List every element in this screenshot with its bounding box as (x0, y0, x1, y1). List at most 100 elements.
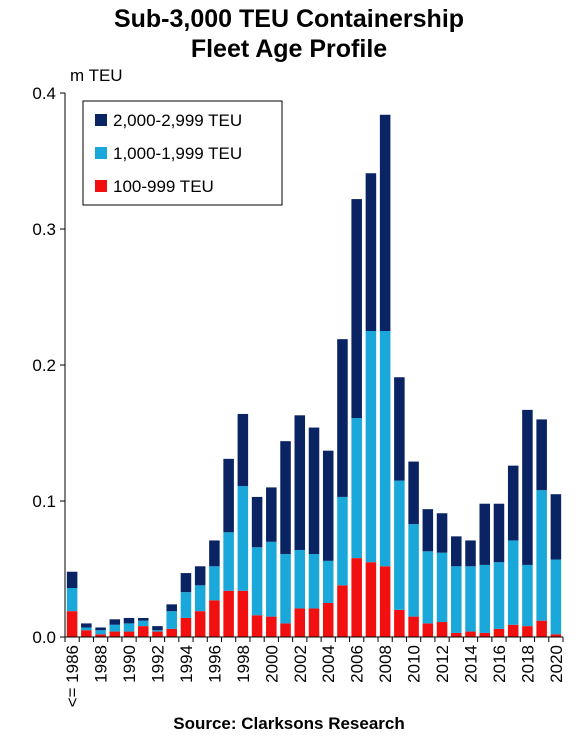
bar-segment (81, 630, 92, 637)
bar-segment (322, 603, 334, 637)
bar-segment (408, 461, 419, 525)
legend-swatch (95, 180, 107, 192)
bar-segment (137, 620, 149, 627)
bar-segment (294, 608, 306, 637)
bar-segment (536, 490, 547, 621)
bar-segment (280, 441, 291, 555)
legend: 2,000-2,999 TEU 1,000-1,999 TEU 100-999 TE… (82, 100, 283, 206)
bar-segment (379, 566, 391, 637)
bar-segment (266, 487, 277, 542)
bar-segment (194, 585, 206, 612)
bar-segment (550, 559, 562, 635)
y-tick-label: 0.1 (32, 492, 56, 511)
bar-segment (522, 409, 533, 565)
bar-segment (522, 564, 533, 627)
bar-segment (109, 619, 121, 625)
bar-segment (81, 623, 92, 628)
bar-segment (180, 592, 192, 618)
bar-segment (365, 331, 377, 563)
y-tick-label: 0.0 (32, 628, 56, 647)
bar-segment (66, 611, 78, 637)
bar-segment (137, 626, 149, 637)
y-tick-label: 0.4 (32, 84, 56, 103)
bar-segment (337, 585, 348, 637)
bar-segment (123, 631, 135, 637)
chart-title: Sub-3,000 TEU Containership Fleet Age Pr… (0, 4, 578, 64)
bar-segment (95, 634, 106, 637)
bar-segment (379, 331, 391, 567)
bar-segment (209, 600, 220, 637)
x-tick-label: 2016 (490, 645, 509, 683)
bar-segment (109, 624, 121, 632)
bar-segment (351, 199, 362, 419)
bar-segment (123, 617, 135, 624)
bar-segment (152, 630, 163, 632)
bar-segment (550, 634, 562, 637)
bar-segment (152, 626, 163, 631)
bar-segment (422, 509, 434, 552)
x-tick-label: 1988 (92, 645, 111, 683)
x-tick-label: 2020 (547, 645, 566, 683)
bar-segment (322, 450, 334, 561)
bar-segment (337, 496, 348, 586)
bar-segment (166, 628, 177, 637)
bar-segment (493, 503, 505, 563)
bar-segment (194, 611, 206, 637)
bar-segment (451, 536, 462, 567)
bar-segment (493, 628, 505, 637)
bar-segment (237, 413, 249, 487)
bar-segment (180, 573, 192, 593)
bar-segment (166, 611, 177, 629)
bar-segment (408, 524, 419, 617)
bar-segment (280, 554, 291, 624)
bar-segment (308, 554, 320, 609)
x-tick-label: 2014 (462, 645, 481, 683)
bar-segment (436, 622, 448, 637)
bar-segment (379, 114, 391, 331)
bar-segment (251, 547, 263, 616)
bar-segment (266, 541, 277, 617)
bar-segment (223, 532, 234, 591)
chart-title-line1: Sub-3,000 TEU Containership (113, 5, 465, 33)
bar-segment (479, 503, 491, 565)
bar-segment (394, 609, 405, 637)
x-tick-label: 2000 (262, 645, 281, 683)
bar-segment (66, 588, 78, 612)
bar-segment (237, 590, 249, 637)
source-note: Source: Clarksons Research (173, 714, 405, 733)
bar-segment (152, 631, 163, 637)
bar-segment (351, 418, 362, 559)
bar-segment (451, 566, 462, 633)
bar-segment (507, 540, 519, 625)
legend-label: 2,000-2,999 TEU (113, 111, 242, 130)
bar-segment (223, 590, 234, 637)
x-tick-label: 1994 (177, 645, 196, 683)
bar-segment (422, 551, 434, 624)
bar-segment (507, 465, 519, 541)
bar-segment (308, 608, 320, 637)
x-tick-label: 1998 (234, 645, 253, 683)
bar-segment (137, 617, 149, 621)
x-tick-label: 2012 (433, 645, 452, 683)
bar-segment (479, 632, 491, 637)
bar-segment (223, 458, 234, 533)
bar-segment (536, 419, 547, 491)
x-tick-label: <= 1986 (63, 645, 82, 707)
bar-segment (251, 496, 263, 548)
bar-segment (209, 540, 220, 567)
bar-segment (194, 566, 206, 586)
bar-segment (394, 480, 405, 610)
bar-segment (180, 617, 192, 637)
bar-segment (536, 620, 547, 637)
bar-segment (322, 560, 334, 603)
bar-segment (109, 631, 121, 637)
bar-segment (422, 623, 434, 637)
legend-label: 100-999 TEU (113, 177, 214, 196)
bar-segment (294, 415, 306, 550)
bar-segment (451, 632, 462, 637)
y-tick-label: 0.3 (32, 220, 56, 239)
bar-segment (465, 631, 476, 637)
x-tick-label: 1996 (205, 645, 224, 683)
bar-segment (507, 624, 519, 637)
legend-swatch (95, 114, 107, 126)
